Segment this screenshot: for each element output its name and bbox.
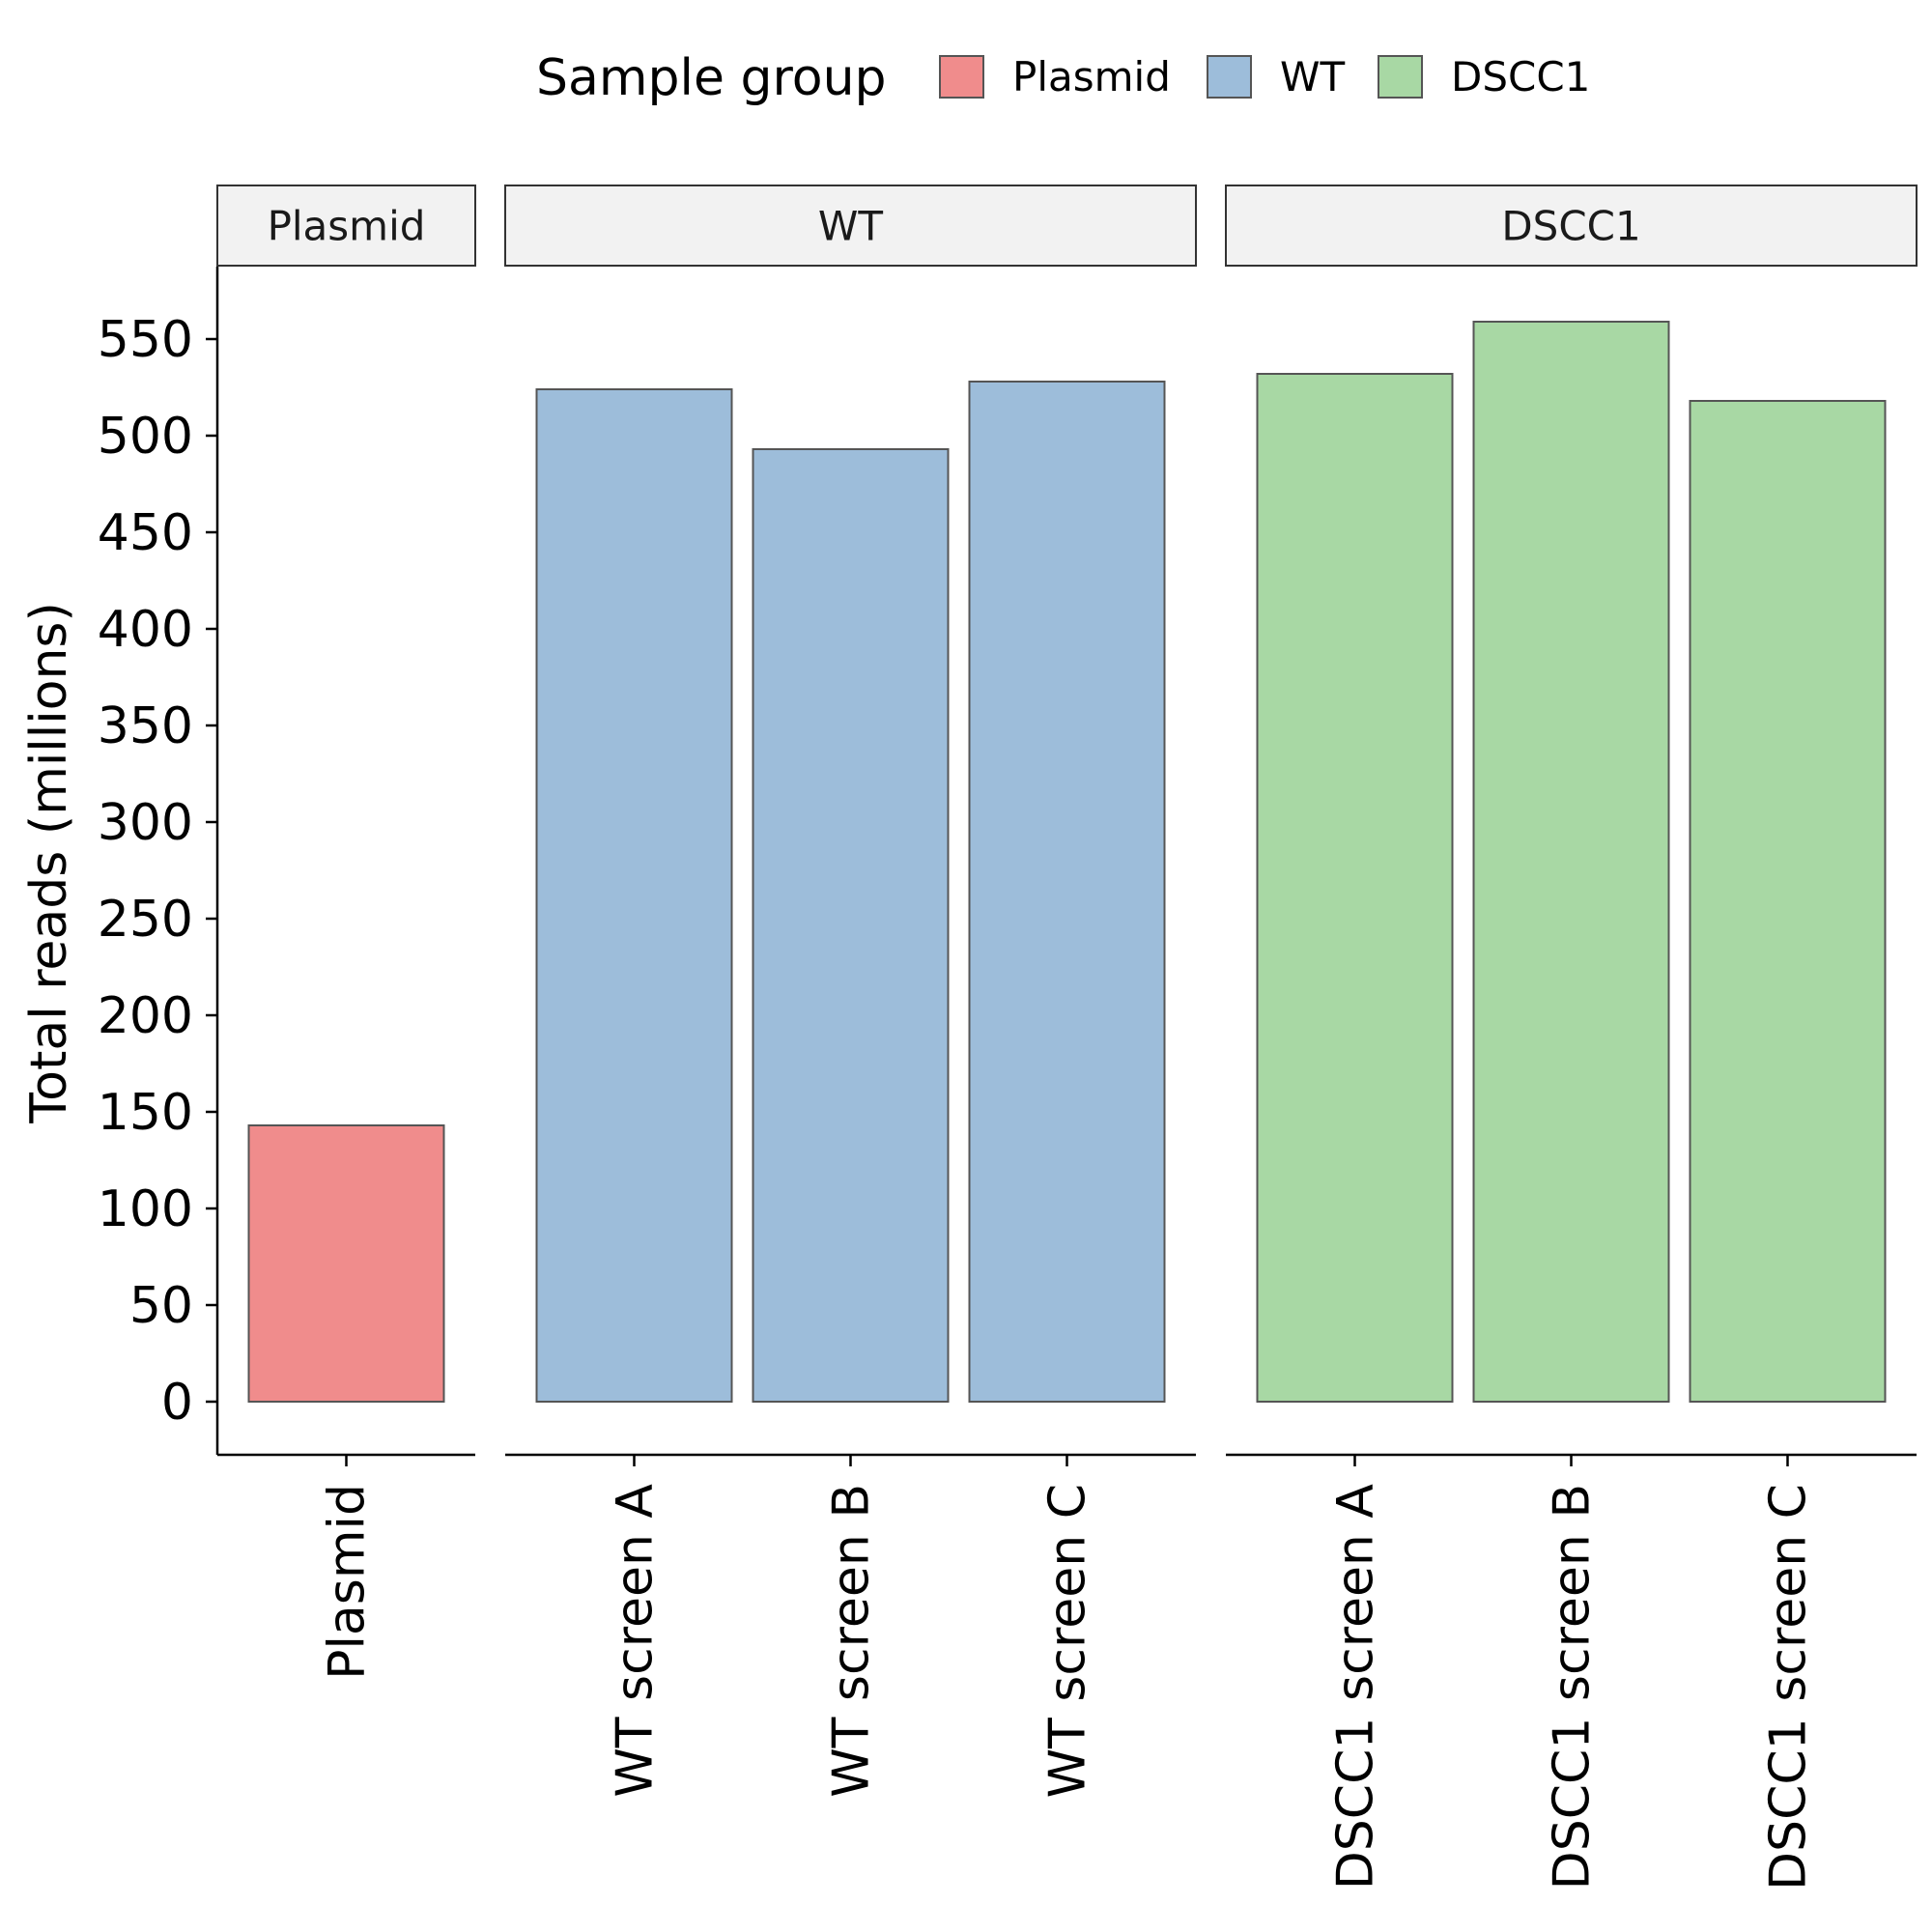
y-tick-label: 450 (98, 504, 193, 562)
legend-label: Plasmid (1012, 53, 1171, 100)
x-tick-label: DSCC1 screen C (1760, 1484, 1818, 1890)
facet-strip-label: DSCC1 (1501, 203, 1640, 250)
y-tick-label: 400 (98, 601, 193, 659)
facet-strip (504, 185, 1197, 267)
facet-wt: WT WT screen A WT screen B WT screen C (504, 185, 1197, 1798)
bar-dscc1-screen-b (1472, 321, 1670, 1403)
legend-swatch (1378, 55, 1423, 99)
legend-title: Sample group (536, 49, 887, 107)
legend-item-dscc1: DSCC1 (1378, 53, 1590, 100)
y-tick-label: 350 (98, 697, 193, 755)
legend-label: DSCC1 (1451, 53, 1590, 100)
y-tick-label: 300 (98, 794, 193, 852)
y-tick-label: 50 (129, 1277, 193, 1335)
x-tick-label: WT screen A (607, 1484, 665, 1798)
legend-item-wt: WT (1207, 53, 1346, 100)
y-tick-label: 250 (98, 891, 193, 949)
y-tick-label: 550 (98, 311, 193, 369)
x-tick-label: Plasmid (319, 1484, 377, 1680)
bar-wt-screen-c (968, 381, 1166, 1403)
x-tick-label: DSCC1 screen B (1544, 1484, 1602, 1889)
legend: Sample group Plasmid WT DSCC1 (536, 49, 1590, 107)
y-axis: 0 50 100 150 200 250 300 350 400 450 500 550 (98, 267, 219, 1455)
y-tick-label: 200 (98, 987, 193, 1045)
x-tick-label: DSCC1 screen A (1327, 1484, 1385, 1890)
facet-plasmid: Plasmid Plasmid (216, 185, 476, 1680)
facet-strip-label: WT (818, 203, 884, 250)
bar-plasmid (247, 1124, 445, 1403)
legend-item-plasmid: Plasmid (939, 53, 1171, 100)
y-axis-label: Total reads (millions) (20, 602, 78, 1124)
x-tick-label: WT screen B (823, 1484, 881, 1798)
legend-swatch (1207, 55, 1252, 99)
legend-label: WT (1280, 53, 1346, 100)
facet-strip (1225, 185, 1918, 267)
bar-wt-screen-a (535, 388, 733, 1403)
y-tick-label: 0 (161, 1374, 193, 1432)
bar-dscc1-screen-c (1689, 400, 1887, 1403)
y-tick-label: 100 (98, 1180, 193, 1238)
facet-strip (216, 185, 476, 267)
facet-strip-label: Plasmid (268, 203, 426, 250)
x-tick-label: WT screen C (1039, 1484, 1097, 1798)
bar-wt-screen-b (752, 448, 950, 1403)
facet-dscc1: DSCC1 DSCC1 screen A DSCC1 screen B DSCC1 s… (1225, 185, 1918, 1890)
y-tick-label: 500 (98, 408, 193, 466)
legend-swatch (939, 55, 984, 99)
y-tick-label: 150 (98, 1084, 193, 1142)
bar-dscc1-screen-a (1256, 373, 1454, 1403)
